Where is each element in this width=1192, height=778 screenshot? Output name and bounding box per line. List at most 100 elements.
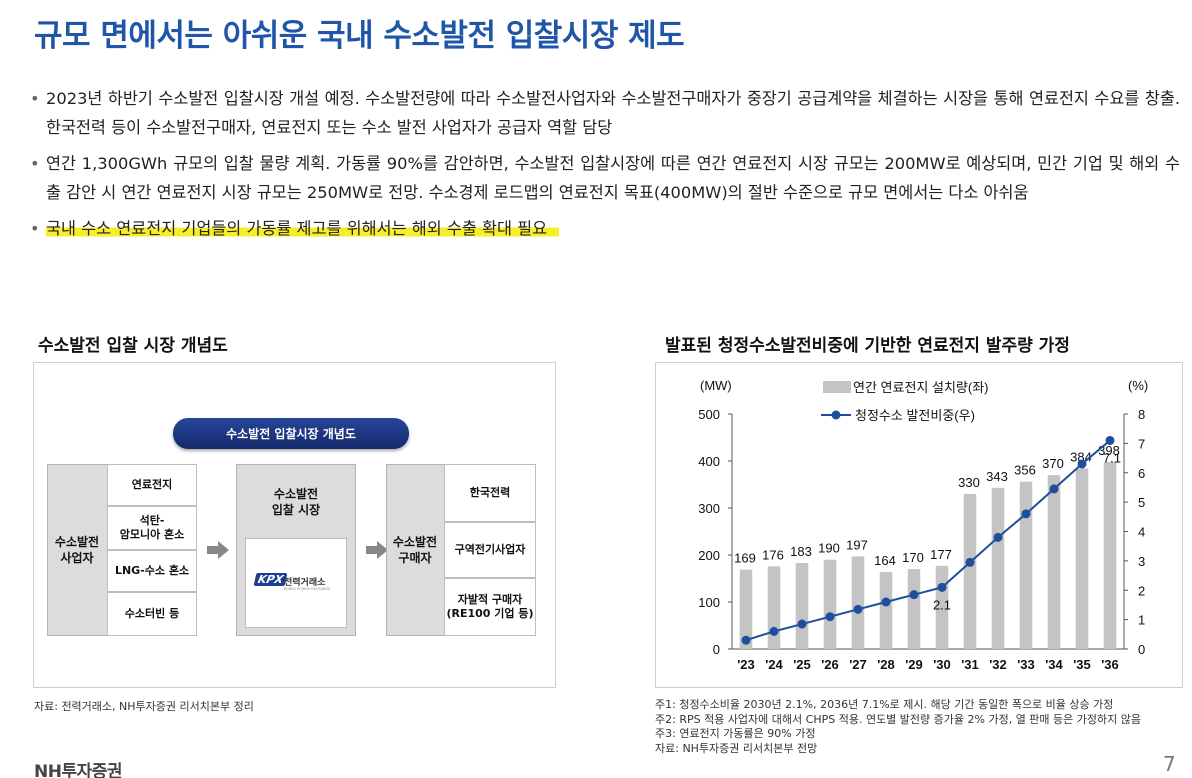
bar-value-label: 183	[790, 544, 812, 559]
share-point	[965, 557, 975, 567]
bar-value-label: 190	[818, 541, 840, 556]
bar	[1019, 481, 1033, 649]
left-tick-label: 100	[698, 595, 720, 610]
bar	[1047, 475, 1061, 649]
buyer-item-box	[444, 578, 536, 636]
supplier-item-hydrogen-turbine: 수소터빈 등	[124, 607, 180, 620]
supplier-item-fuel-cell: 연료전지	[131, 478, 173, 491]
left-tick-label: 200	[698, 548, 720, 563]
chart-svg: 0 100 200 300 400 500 0 1 2 3 4 5 6 7 8 (MW) (%) 169 176 18…	[698, 378, 1148, 672]
bar-value-label: 170	[902, 550, 924, 565]
share-point	[937, 582, 947, 592]
fuel-cell-order-chart: 0 100 200 300 400 500 0 1 2 3 4 5 6 7 8 (MW) (%) 169 176 18…	[655, 362, 1183, 688]
buyer-label: 수소발전 구매자	[392, 535, 438, 565]
chart-note: 주1: 청정수소비율 2030년 2.1%, 2036년 7.1%로 제시. 해…	[655, 698, 1114, 711]
supplier-item-box	[107, 550, 197, 592]
diagram-section-title: 수소발전 입찰 시장 개념도	[38, 336, 228, 356]
flow-arrow-icon	[366, 541, 388, 559]
share-point	[1077, 459, 1087, 469]
bullet-item: 국내 수소 연료전지 기업들의 가동률 제고를 위해서는 해외 수출 확대 필요	[30, 214, 1180, 243]
right-tick-label: 0	[1138, 642, 1145, 657]
left-tick-label: 400	[698, 454, 720, 469]
nh-logo-text: NH투자증권	[34, 762, 123, 778]
x-tick-label: '28	[877, 657, 895, 672]
nh-logo: NH투자증권	[34, 757, 123, 778]
market-label: 수소발전 입찰 시장	[271, 487, 321, 517]
x-tick-label: '33	[1017, 657, 1035, 672]
bar	[991, 487, 1005, 649]
right-tick-label: 6	[1138, 466, 1145, 481]
bar	[963, 493, 977, 649]
kpx-name: 전력거래소	[284, 578, 326, 588]
share-value-label: 2.1	[933, 597, 951, 612]
buyer-item-kepco: 한국전력	[469, 486, 511, 499]
chart-section-title: 발표된 청정수소발전비중에 기반한 연료전지 발주량 가정	[665, 336, 1070, 356]
chart-note: 주3: 연료전지 가동률은 90% 가정	[655, 727, 816, 740]
share-point	[909, 590, 919, 600]
page-title: 규모 면에서는 아쉬운 국내 수소발전 입찰시장 제도	[34, 18, 685, 54]
x-tick-label: '32	[989, 657, 1007, 672]
x-tick-label: '30	[933, 657, 951, 672]
left-tick-label: 0	[713, 642, 720, 657]
right-axis-unit: (%)	[1128, 378, 1148, 393]
share-value-label: 7.1	[1103, 450, 1121, 465]
supplier-item-lng-hydrogen: LNG-수소 혼소	[114, 564, 190, 577]
x-tick-label: '36	[1101, 657, 1119, 672]
bar-value-label: 177	[930, 547, 952, 562]
right-tick-label: 2	[1138, 583, 1145, 598]
bar-value-label: 343	[986, 469, 1008, 484]
bar-value-label: 176	[762, 547, 784, 562]
share-point	[881, 597, 891, 607]
bullet-list: 2023년 하반기 수소발전 입찰시장 개설 예정. 수소발전량에 따라 수소발…	[30, 84, 1180, 250]
left-axis-unit: (MW)	[700, 378, 732, 393]
x-tick-label: '34	[1045, 657, 1063, 672]
share-point	[853, 604, 863, 614]
buyer-item-box	[444, 522, 536, 578]
bar	[879, 571, 893, 649]
share-point	[1049, 484, 1059, 494]
legend-line-label: 청정수소 발전비중(우)	[855, 408, 975, 423]
chart-notes: 주1: 청정수소비율 2030년 2.1%, 2036년 7.1%로 제시. 해…	[655, 698, 1141, 756]
x-tick-label: '35	[1073, 657, 1091, 672]
market-concept-diagram: 수소발전 입찰시장 개념도 수소발전 사업자 연료전지 석탄- 암모니아 혼소 …	[33, 362, 556, 688]
supplier-item-box	[107, 506, 197, 550]
share-point	[993, 532, 1003, 542]
right-tick-label: 8	[1138, 407, 1145, 422]
x-tick-label: '26	[821, 657, 839, 672]
kpx-logo: KPX	[253, 573, 288, 586]
diagram-banner: 수소발전 입찰시장 개념도	[173, 418, 409, 449]
bar	[851, 556, 865, 649]
right-tick-label: 4	[1138, 525, 1145, 540]
supplier-label: 수소발전 사업자	[54, 535, 100, 565]
buyer-item-district-electric: 구역전기사업자	[454, 543, 526, 556]
legend-bar-label: 연간 연료전지 설치량(좌)	[853, 380, 988, 395]
supplier-item-coal-ammonia: 석탄- 암모니아 혼소	[119, 514, 185, 541]
bar	[767, 566, 781, 649]
bar-value-label: 169	[734, 551, 756, 566]
legend-line-marker	[831, 410, 841, 420]
bar-value-label: 370	[1042, 456, 1064, 471]
diagram-source: 자료: 전력거래소, NH투자증권 리서치본부 정리	[34, 700, 254, 713]
x-tick-label: '23	[737, 657, 755, 672]
bullet-text: 연간 1,300GWh 규모의 입찰 물량 계획. 가동률 90%를 감안하면,…	[46, 154, 1180, 202]
bullet-item: 연간 1,300GWh 규모의 입찰 물량 계획. 가동률 90%를 감안하면,…	[30, 149, 1180, 207]
share-point	[769, 626, 779, 636]
share-point	[1105, 435, 1115, 445]
right-tick-label: 1	[1138, 613, 1145, 628]
bullet-text: 2023년 하반기 수소발전 입찰시장 개설 예정. 수소발전량에 따라 수소발…	[46, 89, 1180, 137]
bar-value-label: 356	[1014, 463, 1036, 478]
left-tick-label: 500	[698, 407, 720, 422]
bar	[1103, 461, 1117, 649]
share-point	[825, 612, 835, 622]
kpx-subtitle: KOREA POWER EXCHANGE	[284, 587, 331, 591]
bar	[739, 569, 753, 649]
chart-note: 자료: NH투자증권 리서치본부 전망	[655, 741, 818, 755]
x-tick-label: '31	[961, 657, 979, 672]
highlighted-bullet-text: 국내 수소 연료전지 기업들의 가동률 제고를 위해서는 해외 수출 확대 필요	[46, 219, 560, 238]
buyer-item-voluntary: 자발적 구매자 (RE100 기업 등)	[446, 593, 534, 620]
x-tick-label: '29	[905, 657, 923, 672]
supplier-item-box	[107, 592, 197, 636]
bullet-item: 2023년 하반기 수소발전 입찰시장 개설 예정. 수소발전량에 따라 수소발…	[30, 84, 1180, 142]
bar	[823, 559, 837, 649]
x-tick-label: '24	[765, 657, 783, 672]
